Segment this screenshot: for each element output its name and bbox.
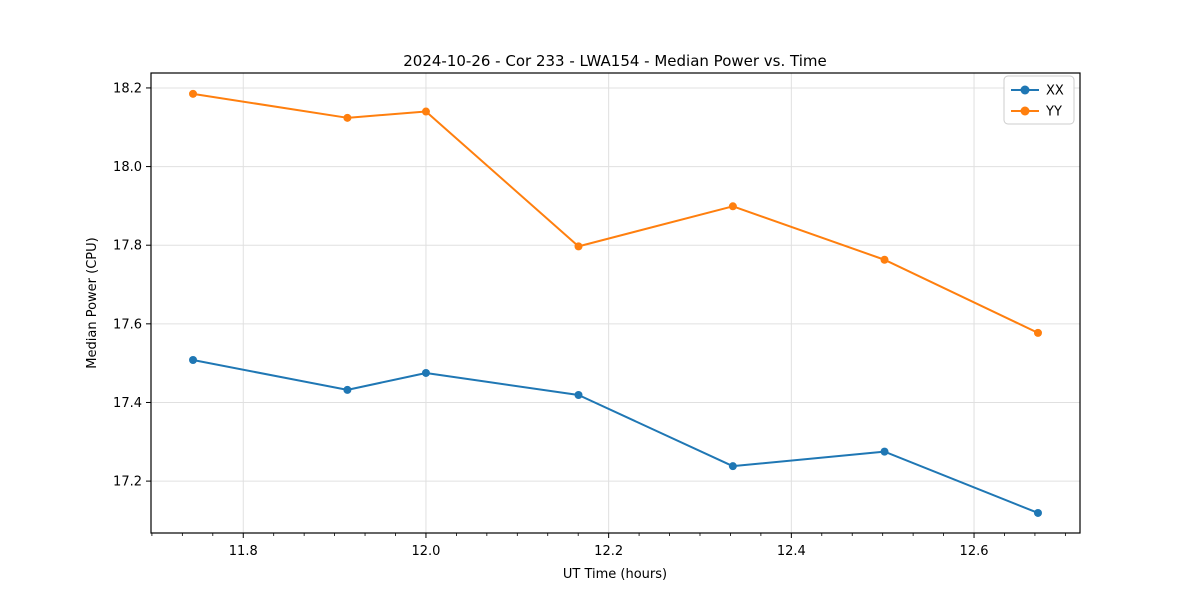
x-axis-label: UT Time (hours)	[563, 567, 667, 582]
plot-border	[150, 72, 1081, 534]
axes: 11.8 12.0 12.2 12.4 12.6 17.2 17.4 17.6 17.8 18.0…	[113, 72, 1081, 559]
data-point-yy	[1033, 328, 1042, 337]
y-tick-label: 17.4	[113, 396, 142, 411]
data-point-yy	[574, 242, 583, 251]
x-tick-label: 12.4	[777, 544, 806, 559]
data-point-xx	[189, 356, 198, 365]
legend-label: YY	[1045, 105, 1062, 120]
data-point-yy	[189, 89, 198, 98]
x-tick-label: 12.2	[594, 544, 623, 559]
data-point-xx	[574, 391, 583, 399]
data-point-xx	[421, 368, 430, 377]
data-series	[189, 89, 1042, 517]
y-tick-label: 17.6	[113, 317, 142, 332]
x-tick-label: 12.6	[960, 544, 989, 559]
series-line-yy	[192, 92, 1039, 334]
x-tick-label: 11.8	[229, 544, 258, 559]
legend-marker	[1020, 85, 1030, 95]
data-point-yy	[421, 107, 430, 116]
data-point-yy	[343, 113, 352, 122]
data-point-yy	[880, 255, 889, 264]
data-point-yy	[728, 202, 737, 211]
chart-title: 2024-10-26 - Cor 233 - LWA154 - Median P…	[403, 52, 827, 70]
grid-lines	[151, 73, 1080, 533]
data-point-xx	[1033, 508, 1042, 517]
y-tick-label: 17.2	[113, 475, 142, 490]
data-point-xx	[728, 462, 737, 471]
legend: XX YY	[1003, 75, 1075, 125]
data-point-xx	[880, 447, 889, 456]
y-tick-label: 17.8	[113, 239, 142, 254]
data-point-xx	[343, 385, 352, 394]
series-line-xx	[192, 359, 1039, 514]
y-tick-label: 18.0	[113, 160, 142, 175]
legend-label: XX	[1046, 84, 1064, 99]
x-tick-label: 12.0	[411, 544, 440, 559]
legend-marker	[1020, 106, 1030, 116]
y-axis-label: Median Power (CPU)	[85, 237, 100, 368]
y-tick-label: 18.2	[113, 81, 142, 96]
